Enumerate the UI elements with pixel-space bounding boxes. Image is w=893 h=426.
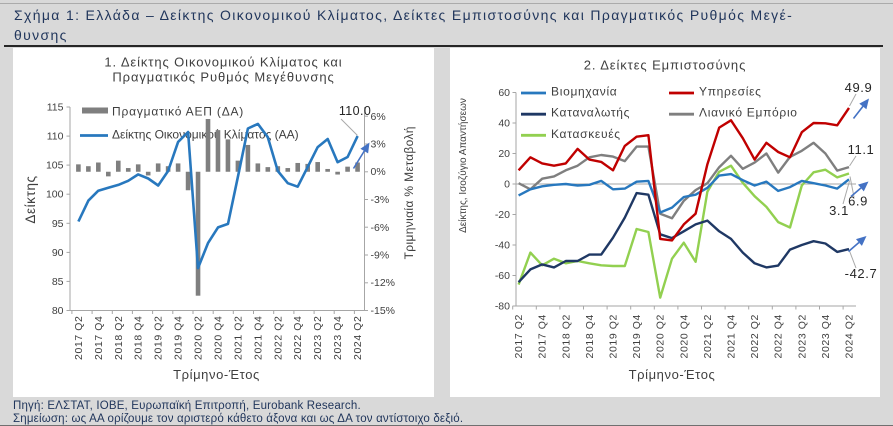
svg-text:-3%: -3%: [371, 194, 390, 206]
svg-text:Πραγματικός Ρυθμός Μεγέθυνσης: Πραγματικός Ρυθμός Μεγέθυνσης: [112, 70, 334, 85]
svg-text:2018 Q2: 2018 Q2: [560, 314, 572, 358]
svg-text:2017 Q4: 2017 Q4: [537, 314, 549, 358]
svg-text:2021 Q4: 2021 Q4: [726, 314, 738, 358]
svg-text:85: 85: [52, 276, 64, 288]
svg-text:2019 Q2: 2019 Q2: [608, 314, 620, 358]
svg-text:60: 60: [498, 87, 510, 99]
svg-text:2020 Q2: 2020 Q2: [655, 314, 667, 358]
svg-text:49.9: 49.9: [845, 80, 873, 95]
svg-text:Καταναλωτής: Καταναλωτής: [551, 106, 630, 120]
svg-text:2023 Q2: 2023 Q2: [312, 316, 324, 360]
svg-text:Δείκτης: Δείκτης: [23, 175, 38, 223]
svg-text:2020 Q2: 2020 Q2: [193, 316, 205, 360]
svg-text:2019 Q4: 2019 Q4: [631, 314, 643, 358]
svg-text:Κατασκευές: Κατασκευές: [551, 127, 621, 141]
svg-text:2021 Q2: 2021 Q2: [702, 314, 714, 358]
svg-text:11.1: 11.1: [848, 142, 875, 157]
svg-text:110.0: 110.0: [339, 104, 371, 118]
svg-text:3.1: 3.1: [829, 203, 849, 218]
svg-text:40: 40: [498, 118, 510, 130]
svg-text:Πραγματικό ΑΕΠ (ΔΑ): Πραγματικό ΑΕΠ (ΔΑ): [112, 105, 244, 119]
svg-text:2022 Q4: 2022 Q4: [773, 314, 785, 358]
svg-text:115: 115: [47, 102, 64, 114]
svg-text:0: 0: [504, 179, 510, 191]
svg-text:2019 Q2: 2019 Q2: [153, 316, 165, 360]
svg-text:-20: -20: [495, 209, 510, 221]
svg-text:-9%: -9%: [371, 250, 390, 262]
svg-text:-6%: -6%: [371, 222, 390, 234]
svg-text:3%: 3%: [371, 139, 386, 151]
svg-text:0%: 0%: [371, 166, 386, 178]
svg-text:110: 110: [47, 131, 64, 143]
svg-text:Δείκτης, Ισοζύγιο Απαντήσεων: Δείκτης, Ισοζύγιο Απαντήσεων: [457, 98, 469, 233]
svg-text:Δείκτης Οικονομικού Κλίματος: Δείκτης Οικονομικού Κλίματος (ΑΑ): [112, 128, 299, 142]
svg-text:Λιανικό Εμπόριο: Λιανικό Εμπόριο: [699, 106, 798, 120]
svg-text:Τρίμηνο-Έτος: Τρίμηνο-Έτος: [629, 367, 716, 382]
svg-text:Τρίμηνο-Έτος: Τρίμηνο-Έτος: [173, 367, 260, 382]
svg-text:2020 Q4: 2020 Q4: [678, 314, 690, 358]
svg-text:2024 Q2: 2024 Q2: [844, 314, 856, 358]
svg-text:2017 Q2: 2017 Q2: [73, 316, 85, 360]
svg-text:2018 Q4: 2018 Q4: [133, 316, 145, 360]
svg-text:Υπηρεσίες: Υπηρεσίες: [699, 85, 762, 99]
svg-text:2021 Q2: 2021 Q2: [232, 316, 244, 360]
svg-text:-80: -80: [495, 301, 510, 313]
svg-text:2017 Q4: 2017 Q4: [93, 316, 105, 360]
svg-text:-42.7: -42.7: [845, 266, 878, 281]
svg-text:2024 Q2: 2024 Q2: [352, 316, 364, 360]
svg-text:2018 Q2: 2018 Q2: [113, 316, 125, 360]
svg-text:2021 Q4: 2021 Q4: [252, 316, 264, 360]
svg-text:2020 Q4: 2020 Q4: [213, 316, 225, 360]
svg-text:2023 Q4: 2023 Q4: [820, 314, 832, 358]
svg-text:100: 100: [46, 189, 64, 201]
svg-text:-12%: -12%: [371, 277, 396, 289]
svg-text:2. Δείκτες Εμπιστοσύνης: 2. Δείκτες Εμπιστοσύνης: [584, 58, 746, 73]
svg-text:2017 Q2: 2017 Q2: [513, 314, 525, 358]
svg-text:-15%: -15%: [371, 305, 396, 317]
svg-text:95: 95: [52, 218, 64, 230]
svg-text:80: 80: [52, 305, 64, 317]
svg-text:20: 20: [498, 148, 510, 160]
svg-text:-40: -40: [495, 240, 510, 252]
svg-text:Βιομηχανία: Βιομηχανία: [551, 85, 617, 99]
svg-text:2023 Q2: 2023 Q2: [796, 314, 808, 358]
svg-text:6.9: 6.9: [848, 194, 868, 209]
svg-text:90: 90: [52, 247, 64, 259]
svg-text:2023 Q4: 2023 Q4: [332, 316, 344, 360]
svg-text:105: 105: [46, 160, 64, 172]
svg-text:-60: -60: [495, 270, 510, 282]
svg-text:2019 Q4: 2019 Q4: [173, 316, 185, 360]
svg-text:1. Δείκτης Οικονομικού Κλίματο: 1. Δείκτης Οικονομικού Κλίματος και: [104, 55, 342, 70]
svg-text:2018 Q4: 2018 Q4: [584, 314, 596, 358]
svg-text:2022 Q2: 2022 Q2: [272, 316, 284, 360]
svg-text:6%: 6%: [371, 111, 386, 123]
svg-text:Τριμηνιαία % Μεταβολή: Τριμηνιαία % Μεταβολή: [402, 126, 416, 259]
svg-text:2022 Q4: 2022 Q4: [292, 316, 304, 360]
svg-text:2022 Q2: 2022 Q2: [749, 314, 761, 358]
